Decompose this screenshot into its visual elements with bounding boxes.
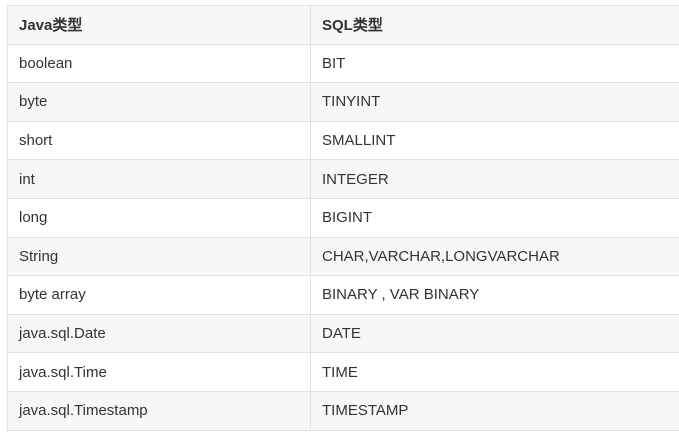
table-row: java.sql.Timestamp TIMESTAMP [7,390,679,431]
header-java-type: Java类型 [7,5,311,45]
sql-type-cell: DATE [310,313,679,354]
sql-type-cell: TIMESTAMP [310,390,679,431]
java-type-cell: java.sql.Time [7,352,311,392]
type-mapping-table: Java类型 SQL类型 boolean BIT byte TINYINT sh… [7,5,679,431]
sql-type-cell: TINYINT [310,82,679,122]
sql-type-cell: BINARY , VAR BINARY [310,275,679,315]
sql-type-cell: INTEGER [310,159,679,199]
type-mapping-table-container: Java类型 SQL类型 boolean BIT byte TINYINT sh… [7,5,679,431]
table-row: java.sql.Date DATE [7,313,679,354]
java-type-cell: java.sql.Date [7,313,311,354]
sql-type-cell: CHAR,VARCHAR,LONGVARCHAR [310,236,679,277]
table-row: boolean BIT [7,43,679,84]
java-type-cell: java.sql.Timestamp [7,390,311,431]
sql-type-cell: TIME [310,352,679,392]
table-row: long BIGINT [7,197,679,238]
table-row: int INTEGER [7,159,679,199]
table-row: byte array BINARY , VAR BINARY [7,275,679,315]
table-row: java.sql.Time TIME [7,352,679,392]
java-type-cell: long [7,197,311,238]
table-row: String CHAR,VARCHAR,LONGVARCHAR [7,236,679,277]
java-type-cell: String [7,236,311,277]
table-row: short SMALLINT [7,120,679,161]
table-row: byte TINYINT [7,82,679,122]
table-header-row: Java类型 SQL类型 [7,5,679,45]
java-type-cell: boolean [7,43,311,84]
sql-type-cell: SMALLINT [310,120,679,161]
java-type-cell: int [7,159,311,199]
java-type-cell: short [7,120,311,161]
java-type-cell: byte array [7,275,311,315]
header-sql-type: SQL类型 [310,5,679,45]
sql-type-cell: BIGINT [310,197,679,238]
sql-type-cell: BIT [310,43,679,84]
java-type-cell: byte [7,82,311,122]
